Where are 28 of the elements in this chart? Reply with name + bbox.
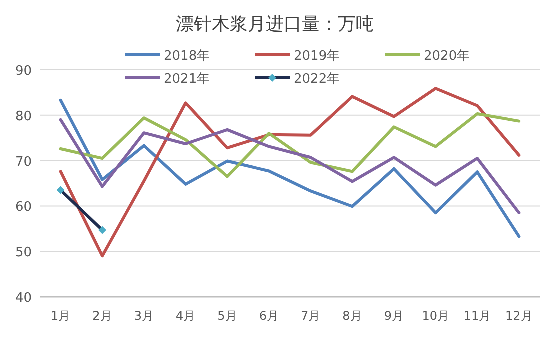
y-tick-label: 50 [15,246,32,261]
x-tick-label: 12月 [506,309,533,323]
legend-label: 2019年 [294,49,340,64]
y-tick-label: 70 [15,154,32,170]
x-tick-label: 9月 [384,309,404,323]
x-tick-label: 11月 [464,309,492,323]
x-tick-label: 6月 [259,309,279,323]
legend-label: 2020年 [424,49,470,64]
line-series [59,112,521,178]
x-tick-label: 2月 [92,309,112,323]
legend-label: 2018年 [164,49,210,64]
x-tick-label: 3月 [134,309,154,323]
x-tick-label: 8月 [342,309,362,323]
y-tick-label: 90 [15,64,32,79]
x-tick-label: 7月 [301,309,321,323]
y-tick-label: 80 [15,109,32,124]
x-tick-label: 5月 [218,309,238,323]
line-series [59,118,521,215]
x-tick-label: 1月 [51,309,71,323]
line-series [59,87,521,258]
x-tick-label: 10月 [422,309,450,323]
x-tick-label: 4月 [176,309,196,323]
chart-title: 漂针木浆月进口量：万吨 [176,14,374,34]
legend-label: 2021年 [164,72,210,87]
y-tick-label: 40 [15,291,32,306]
legend-label: 2022年 [294,72,340,87]
y-tick-label: 60 [15,200,32,216]
line-series [59,98,521,238]
